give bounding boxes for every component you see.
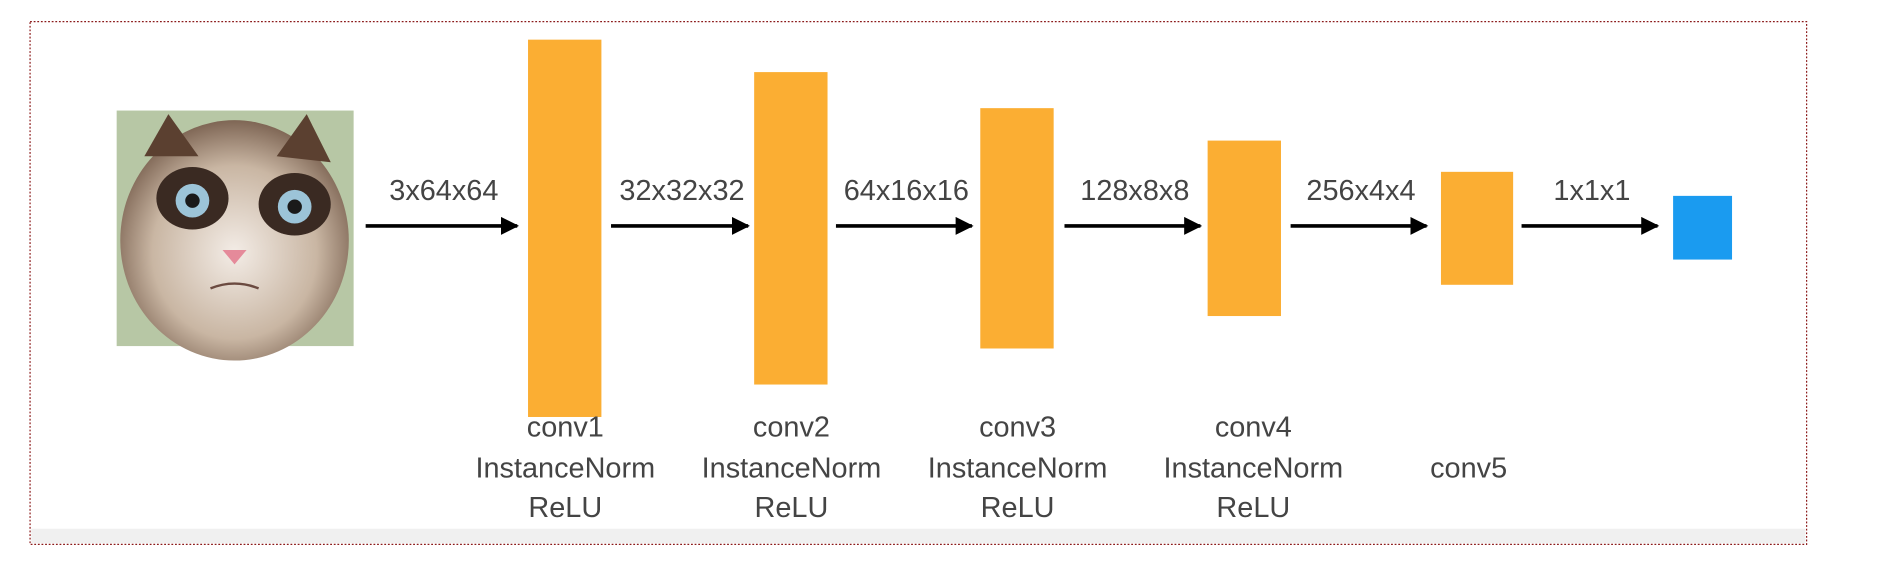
layer-label: ReLU [1216, 492, 1290, 524]
edge-label: 32x32x32 [619, 175, 744, 207]
layer-block [980, 108, 1054, 349]
layer-label: ReLU [528, 492, 602, 524]
layer-block [1440, 171, 1514, 285]
layer-label: InstanceNorm [928, 452, 1108, 484]
layer-label: conv2 [753, 412, 830, 444]
edge-label: 128x8x8 [1080, 175, 1189, 207]
layer-block [528, 39, 602, 417]
layer-block [1207, 140, 1281, 317]
layer-block [754, 72, 828, 385]
footer-strip [31, 528, 1806, 544]
layer-label: ReLU [981, 492, 1055, 524]
edge-label: 3x64x64 [389, 175, 498, 207]
layer-label: conv5 [1430, 452, 1507, 484]
input-image [116, 110, 354, 361]
layer-label: InstanceNorm [476, 452, 656, 484]
edge-label: 1x1x1 [1553, 175, 1630, 207]
frame [29, 21, 1808, 545]
layer-label: InstanceNorm [702, 452, 882, 484]
layer-label: InstanceNorm [1164, 452, 1344, 484]
edge-label: 256x4x4 [1306, 175, 1415, 207]
layer-label: conv3 [979, 412, 1056, 444]
edge-label: 64x16x16 [844, 175, 969, 207]
layer-label: conv4 [1215, 412, 1292, 444]
layer-label: ReLU [755, 492, 829, 524]
layer-label: conv1 [527, 412, 604, 444]
output-block [1673, 195, 1733, 260]
